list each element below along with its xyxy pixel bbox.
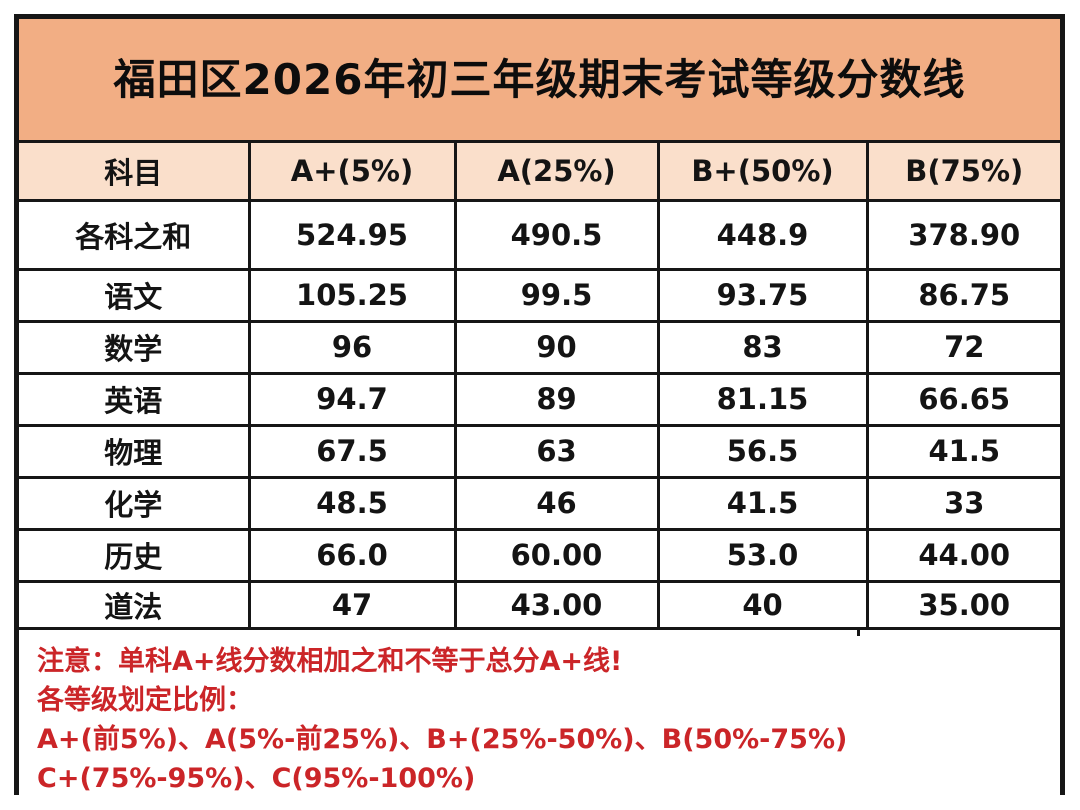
subject-cell: 历史 <box>19 527 251 583</box>
subject-cell: 语文 <box>19 267 251 323</box>
column-divider-stub <box>857 629 860 636</box>
score-cell: 524.95 <box>247 198 457 271</box>
table-row: 数学 96 90 83 72 <box>19 319 1060 375</box>
table-row: 语文 105.25 99.5 93.75 86.75 <box>19 267 1060 323</box>
score-cell: 86.75 <box>865 267 1060 323</box>
score-cell: 67.5 <box>247 423 457 479</box>
score-cell: 41.5 <box>656 475 869 531</box>
score-cell: 99.5 <box>453 267 660 323</box>
table-row: 物理 67.5 63 56.5 41.5 <box>19 423 1060 479</box>
score-cell: 53.0 <box>656 527 869 583</box>
score-cell: 66.0 <box>247 527 457 583</box>
score-cell: 48.5 <box>247 475 457 531</box>
table-row: 化学 48.5 46 41.5 33 <box>19 475 1060 531</box>
score-cell: 378.90 <box>865 198 1060 271</box>
score-cell: 89 <box>453 371 660 427</box>
score-table: 科目 A+(5%) A(25%) B+(50%) B(75%) 各科之和 524… <box>19 143 1060 630</box>
score-cell: 33 <box>865 475 1060 531</box>
column-header-a: A(25%) <box>453 143 660 202</box>
score-cell: 490.5 <box>453 198 660 271</box>
column-header-subject: 科目 <box>19 143 251 202</box>
note-line: A+(前5%)、A(5%-前25%)、B+(25%-50%)、B(50%-75%… <box>37 723 848 755</box>
score-cell: 46 <box>453 475 660 531</box>
score-cell: 72 <box>865 319 1060 375</box>
note-line: 各等级划定比例： <box>37 684 253 716</box>
table-row: 历史 66.0 60.00 53.0 44.00 <box>19 527 1060 583</box>
column-header-b: B(75%) <box>865 143 1060 202</box>
subject-cell: 化学 <box>19 475 251 531</box>
table-row: 各科之和 524.95 490.5 448.9 378.90 <box>19 198 1060 271</box>
notes-section: 注意：单科A+线分数相加之和不等于总分A+线! 各等级划定比例： A+(前5%)… <box>19 629 1060 804</box>
table-row: 英语 94.7 89 81.15 66.65 <box>19 371 1060 427</box>
score-cell: 105.25 <box>247 267 457 323</box>
subject-cell: 物理 <box>19 423 251 479</box>
score-cell: 93.75 <box>656 267 869 323</box>
subject-cell: 各科之和 <box>19 198 251 271</box>
score-cell: 94.7 <box>247 371 457 427</box>
column-header-bplus: B+(50%) <box>656 143 869 202</box>
score-cell: 83 <box>656 319 869 375</box>
column-header-aplus: A+(5%) <box>247 143 457 202</box>
note-line: 注意：单科A+线分数相加之和不等于总分A+线! <box>37 645 623 677</box>
score-cell: 40 <box>656 579 869 630</box>
title-band: 福田区2026年初三年级期末考试等级分数线 <box>19 19 1060 143</box>
score-cell: 56.5 <box>656 423 869 479</box>
score-cell: 41.5 <box>865 423 1060 479</box>
document-frame: 福田区2026年初三年级期末考试等级分数线 科目 A+(5%) A(25%) B… <box>14 14 1065 804</box>
header-row: 科目 A+(5%) A(25%) B+(50%) B(75%) <box>19 143 1060 202</box>
score-cell: 44.00 <box>865 527 1060 583</box>
score-cell: 43.00 <box>453 579 660 630</box>
score-cell: 63 <box>453 423 660 479</box>
page-title: 福田区2026年初三年级期末考试等级分数线 <box>113 54 966 104</box>
subject-cell: 数学 <box>19 319 251 375</box>
score-cell: 35.00 <box>865 579 1060 630</box>
subject-cell: 英语 <box>19 371 251 427</box>
note-line: C+(75%-95%)、C(95%-100%) <box>37 762 476 794</box>
score-cell: 448.9 <box>656 198 869 271</box>
score-cell: 66.65 <box>865 371 1060 427</box>
score-cell: 47 <box>247 579 457 630</box>
score-cell: 60.00 <box>453 527 660 583</box>
score-cell: 81.15 <box>656 371 869 427</box>
score-cell: 96 <box>247 319 457 375</box>
score-cell: 90 <box>453 319 660 375</box>
table-row: 道法 47 43.00 40 35.00 <box>19 579 1060 630</box>
subject-cell: 道法 <box>19 579 251 630</box>
